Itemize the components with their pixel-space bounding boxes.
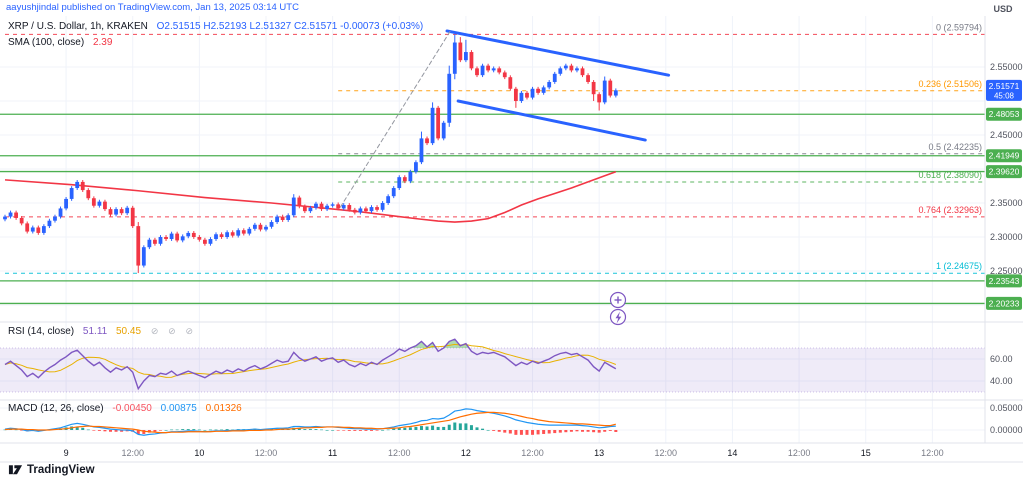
rsi-value: 51.11 (82, 326, 108, 337)
svg-text:USD: USD (993, 4, 1013, 14)
candlestick-series (3, 34, 618, 274)
svg-text:14: 14 (727, 448, 737, 458)
tradingview-wordmark: TradingView (27, 463, 95, 476)
time-axis[interactable]: 9 12:00 10 12:00 11 12:00 12 12:00 13 12:00 14 12:0… (64, 448, 944, 458)
svg-text:12:00: 12:00 (655, 448, 678, 458)
svg-text:1 (2.24675): 1 (2.24675) (936, 261, 982, 271)
sma-legend[interactable]: SMA (100, close) 2.39 (8, 37, 112, 48)
svg-text:0 (2.59794): 0 (2.59794) (936, 22, 982, 32)
svg-text:13: 13 (594, 448, 604, 458)
svg-text:0.618 (2.38090): 0.618 (2.38090) (918, 170, 982, 180)
sma-title[interactable]: SMA (100, close) (8, 37, 85, 48)
tradingview-logo-icon (8, 465, 23, 475)
settings-icon[interactable]: ⊘ (168, 326, 176, 336)
price-level-badges: 2.48053 2.41949 2.39620 2.23543 2.20233 (986, 107, 1022, 310)
svg-text:2.25000: 2.25000 (990, 266, 1023, 276)
sma-value: 2.39 (92, 37, 113, 48)
svg-text:0.764 (2.32963): 0.764 (2.32963) (918, 205, 982, 215)
svg-text:12:00: 12:00 (921, 448, 944, 458)
symbol-title[interactable]: XRP / U.S. Dollar, 1h, KRAKEN (8, 21, 148, 32)
pane-separators (0, 16, 1023, 463)
svg-text:40.00: 40.00 (990, 376, 1013, 386)
macd-line (4, 408, 616, 436)
rsi-ma-value: 50.45 (116, 326, 142, 337)
macd-line-value: 0.00875 (160, 403, 197, 414)
sma-line (4, 170, 617, 223)
visibility-icon[interactable]: ⊘ (150, 326, 159, 336)
svg-text:12:00: 12:00 (255, 448, 278, 458)
rsi-title[interactable]: RSI (14, close) (8, 326, 75, 337)
macd-title[interactable]: MACD (12, 26, close) (8, 403, 104, 414)
macd-legend[interactable]: MACD (12, 26, close) -0.00450 0.00875 0.… (8, 403, 242, 414)
support-resistance-lines (0, 113, 985, 305)
trend-lines (339, 29, 671, 208)
svg-text:2.35000: 2.35000 (990, 198, 1023, 208)
svg-text:11: 11 (328, 448, 337, 458)
svg-text:0.00000: 0.00000 (990, 425, 1023, 435)
fib-retracement: 0 (2.59794) 0.236 (2.51506) 0.5 (2.42235) 0… (5, 22, 985, 274)
svg-text:2.20233: 2.20233 (989, 298, 1020, 308)
svg-text:0.05000: 0.05000 (990, 403, 1023, 413)
svg-text:45:08: 45:08 (994, 91, 1015, 100)
price-axis[interactable]: USD 2.55000 2.45000 2.35000 2.30000 2.25000 60… (990, 4, 1023, 435)
svg-text:15: 15 (861, 448, 871, 458)
svg-text:2.41949: 2.41949 (989, 151, 1020, 161)
svg-text:10: 10 (194, 448, 204, 458)
svg-text:2.51571: 2.51571 (989, 81, 1020, 91)
symbol-legend[interactable]: XRP / U.S. Dollar, 1h, KRAKEN O2.51515 H… (8, 21, 423, 32)
svg-text:2.55000: 2.55000 (990, 62, 1023, 72)
svg-text:12: 12 (461, 448, 471, 458)
svg-text:60.00: 60.00 (990, 354, 1013, 364)
add-alert-button[interactable] (609, 291, 627, 309)
svg-text:0.5 (2.42235): 0.5 (2.42235) (928, 142, 982, 152)
svg-text:12:00: 12:00 (121, 448, 144, 458)
svg-text:9: 9 (64, 448, 69, 458)
rsi-band (0, 347, 985, 393)
more-options-icon[interactable]: ⊘ (185, 326, 194, 336)
svg-text:12:00: 12:00 (788, 448, 811, 458)
rsi-line (4, 338, 617, 391)
svg-text:2.48053: 2.48053 (989, 109, 1020, 119)
grid-lines (0, 16, 985, 443)
svg-text:2.45000: 2.45000 (990, 130, 1023, 140)
publish-banner: aayushjindal published on TradingView.co… (6, 2, 299, 13)
quick-trade-button[interactable] (609, 308, 627, 326)
rsi-legend[interactable]: RSI (14, close) 51.11 50.45 ⊘ ⊘ ⊘ (8, 326, 193, 337)
svg-text:2.39620: 2.39620 (989, 167, 1020, 177)
ohlc-values: O2.51515 H2.52193 L2.51327 C2.51571 -0.0… (156, 21, 424, 32)
macd-hist-value: -0.00450 (112, 403, 152, 414)
svg-text:12:00: 12:00 (521, 448, 544, 458)
svg-text:2.23543: 2.23543 (989, 276, 1020, 286)
svg-text:2.30000: 2.30000 (990, 232, 1023, 242)
svg-text:0.236 (2.51506): 0.236 (2.51506) (918, 79, 982, 89)
tradingview-footer[interactable]: TradingView (8, 462, 95, 477)
macd-signal-value: 0.01326 (205, 403, 242, 414)
svg-text:12:00: 12:00 (388, 448, 411, 458)
macd-histogram (3, 422, 618, 435)
macd-signal-line (4, 411, 616, 434)
